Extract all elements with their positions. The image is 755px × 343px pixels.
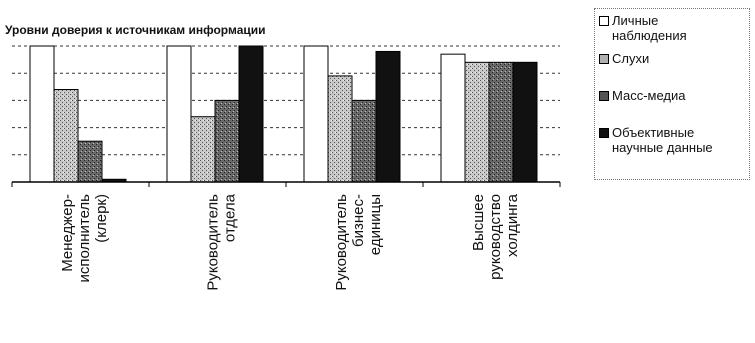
legend: Личные наблюдения Слухи Масс-медиа Объектив…: [594, 8, 750, 180]
bar-3-cat-2: [214, 99, 240, 183]
x-tick-label: Менеджер-исполнитель(клерк): [59, 194, 110, 283]
x-axis: [11, 181, 561, 187]
legend-swatch: [599, 128, 609, 138]
bars: [29, 45, 538, 183]
bar-4-cat-4: [512, 61, 538, 183]
bar-1-cat-2: [166, 45, 192, 183]
legend-label: Слухи: [612, 51, 650, 66]
legend-swatch: [599, 91, 609, 101]
bar-3-cat-4: [488, 61, 514, 183]
bar-2-cat-4: [464, 61, 490, 183]
bar-4-cat-3: [375, 50, 401, 183]
x-tick-label: Руководительбизнес-единицы: [333, 194, 384, 291]
x-tick-labels: Менеджер-исполнитель(клерк) Руководительо…: [59, 193, 521, 290]
bar-2-cat-3: [327, 75, 353, 183]
bar-3-cat-1: [77, 140, 103, 183]
chart-title: Уровни доверия к источникам информации: [5, 23, 266, 37]
bar-1-cat-4: [440, 53, 466, 183]
bar-1-cat-3: [303, 45, 329, 183]
legend-label: Масс-медиа: [612, 88, 686, 103]
legend-item: Личные наблюдения: [599, 13, 745, 43]
x-tick-label: Руководительотдела: [205, 193, 239, 290]
legend-swatch: [599, 16, 609, 26]
bar-3-cat-3: [351, 99, 377, 183]
legend-swatch: [599, 54, 609, 64]
bar-2-cat-2: [190, 116, 216, 183]
legend-label: Личные наблюдения: [612, 13, 687, 43]
bar-4-cat-2: [238, 45, 264, 183]
bar-2-cat-1: [53, 89, 79, 183]
legend-item: Масс-медиа: [599, 88, 745, 103]
x-tick-label: Высшееруководствохолдинга: [470, 193, 521, 279]
legend-item: Объективные научные данные: [599, 125, 745, 155]
legend-item: Слухи: [599, 51, 745, 66]
bar-1-cat-1: [29, 45, 55, 183]
legend-label: Объективные научные данные: [612, 125, 713, 155]
